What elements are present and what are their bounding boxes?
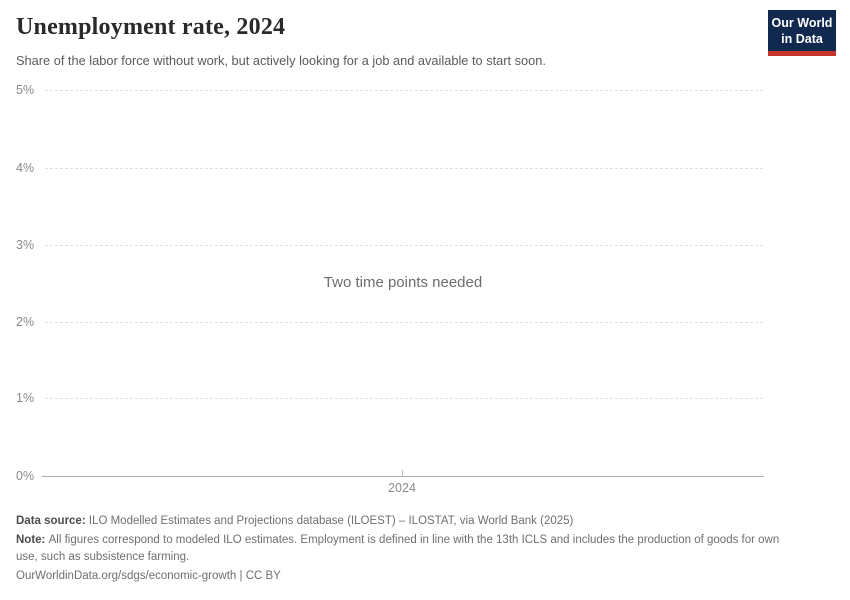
owid-logo-line1: Our World (771, 16, 833, 30)
footer-data-source: Data source: ILO Modelled Estimates and … (16, 513, 816, 530)
owid-logo[interactable]: Our World in Data (768, 10, 836, 56)
owid-logo-line2: in Data (781, 32, 823, 46)
data-source-label: Data source: (16, 515, 86, 527)
y-tick-label-3: 3% (16, 238, 35, 252)
gridline-2 (45, 322, 763, 323)
y-tick-label-0: 0% (16, 469, 35, 483)
x-tick-label-2024: 2024 (388, 481, 416, 495)
footer-note: Note: All figures correspond to modeled … (16, 532, 794, 566)
chart-title: Unemployment rate, 2024 (16, 14, 286, 40)
gridline-1 (45, 398, 763, 399)
chart-subtitle: Share of the labor force without work, b… (16, 53, 546, 68)
gridline-5 (45, 90, 763, 91)
gridline-4 (45, 168, 763, 169)
note-text: All figures correspond to modeled ILO es… (16, 534, 780, 563)
footer-separator: | (239, 570, 243, 582)
canonical-url-link[interactable]: OurWorldinData.org/sdgs/economic-growth (16, 570, 237, 582)
data-source-text: ILO Modelled Estimates and Projections d… (88, 515, 574, 527)
empty-state-message: Two time points needed (323, 274, 483, 291)
x-axis-tick-2024 (402, 470, 403, 476)
gridline-3 (45, 245, 763, 246)
y-tick-label-1: 1% (16, 391, 35, 405)
y-tick-label-4: 4% (16, 161, 35, 175)
footer-url-line: OurWorldinData.org/sdgs/economic-growth … (16, 568, 816, 585)
x-axis-line (42, 476, 764, 477)
license-label: CC BY (245, 570, 281, 582)
note-label: Note: (16, 534, 46, 546)
y-tick-label-2: 2% (16, 315, 35, 329)
y-tick-label-5: 5% (16, 83, 35, 97)
